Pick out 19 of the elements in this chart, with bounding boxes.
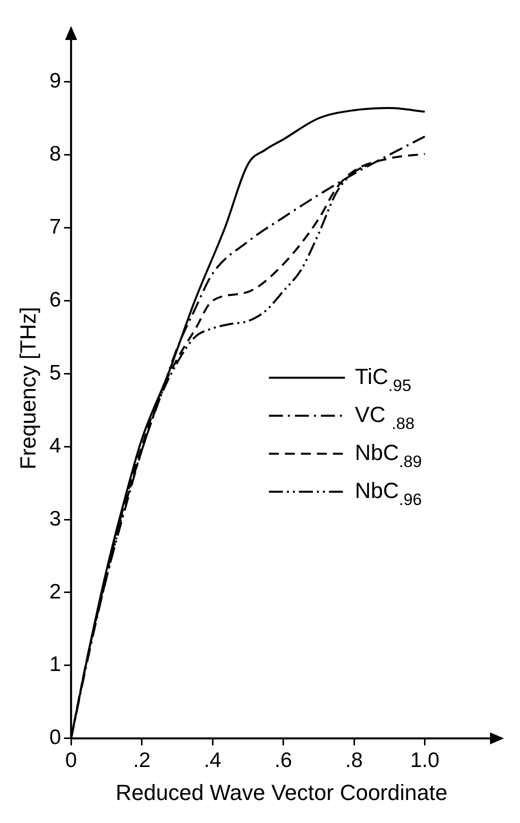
x-axis-title: Reduced Wave Vector Coordinate [116, 780, 448, 805]
y-tick-label: 1 [49, 653, 62, 676]
x-tick-label: 0 [65, 748, 77, 772]
x-tick-label: .6 [274, 748, 292, 772]
y-tick-label: 5 [49, 361, 62, 384]
y-tick-label: 9 [49, 70, 62, 93]
y-tick-label: 0 [49, 726, 62, 750]
y-tick-label: 2 [49, 580, 62, 604]
y-tick-label: 8 [49, 142, 62, 166]
y-tick-label: 6 [49, 288, 62, 312]
y-tick-label: 4 [49, 434, 62, 458]
y-axis-title: Frequency [THz] [15, 306, 40, 470]
legend-label: VC .88 [354, 402, 415, 434]
x-tick-label: .8 [345, 748, 363, 772]
x-tick-label: .4 [204, 748, 222, 772]
y-tick-label: 3 [49, 507, 62, 530]
x-tick-label: .2 [133, 748, 151, 772]
x-tick-label: 1.0 [410, 748, 440, 772]
y-tick-label: 7 [49, 215, 62, 238]
